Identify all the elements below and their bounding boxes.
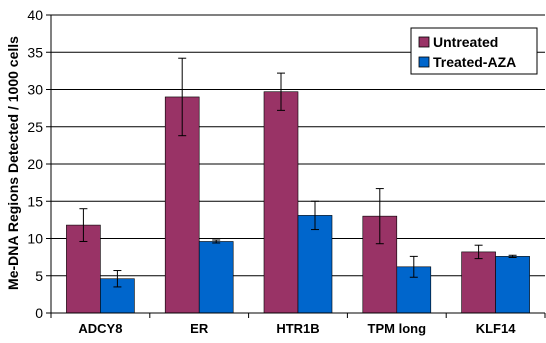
y-tick-label: 5 bbox=[35, 268, 43, 284]
legend-label-untreated: Untreated bbox=[433, 34, 498, 50]
y-tick-label: 40 bbox=[27, 7, 43, 23]
axes bbox=[46, 14, 546, 318]
y-tick-labels: 0 5 10 15 20 25 30 35 40 bbox=[27, 7, 43, 321]
x-category-labels: ADCY8 ER HTR1B TPM long KLF14 bbox=[78, 321, 516, 336]
legend-box bbox=[410, 27, 538, 75]
y-tick-label: 25 bbox=[27, 119, 43, 135]
y-tick-label: 20 bbox=[27, 156, 43, 172]
x-category-label-adcy8: ADCY8 bbox=[78, 321, 122, 336]
bar-untreated-htr1b bbox=[263, 91, 299, 314]
bar-treated-aza-htr1b bbox=[297, 215, 333, 314]
x-category-label-tpm-long: TPM long bbox=[368, 321, 427, 336]
bar-treated-aza-er bbox=[198, 241, 234, 314]
y-axis-title: Me-DNA Regions Detected / 1000 cells bbox=[5, 36, 21, 290]
y-tick-label: 0 bbox=[35, 305, 43, 321]
bar-untreated-klf14 bbox=[461, 251, 496, 314]
y-tick-label: 15 bbox=[27, 193, 43, 209]
y-tick-label: 35 bbox=[27, 44, 43, 60]
legend: Untreated Treated-AZA bbox=[410, 27, 538, 75]
x-category-label-er: ER bbox=[190, 321, 209, 336]
bars bbox=[66, 91, 530, 314]
x-category-label-klf14: KLF14 bbox=[476, 321, 517, 336]
bar-treated-aza-klf14 bbox=[495, 256, 530, 314]
legend-swatch-treated-aza bbox=[418, 56, 430, 68]
y-tick-label: 30 bbox=[27, 82, 43, 98]
x-category-label-htr1b: HTR1B bbox=[276, 321, 319, 336]
error-bars bbox=[79, 57, 517, 288]
legend-label-treated-aza: Treated-AZA bbox=[433, 54, 516, 70]
legend-swatch-untreated bbox=[418, 36, 430, 48]
y-tick-label: 10 bbox=[27, 231, 43, 247]
